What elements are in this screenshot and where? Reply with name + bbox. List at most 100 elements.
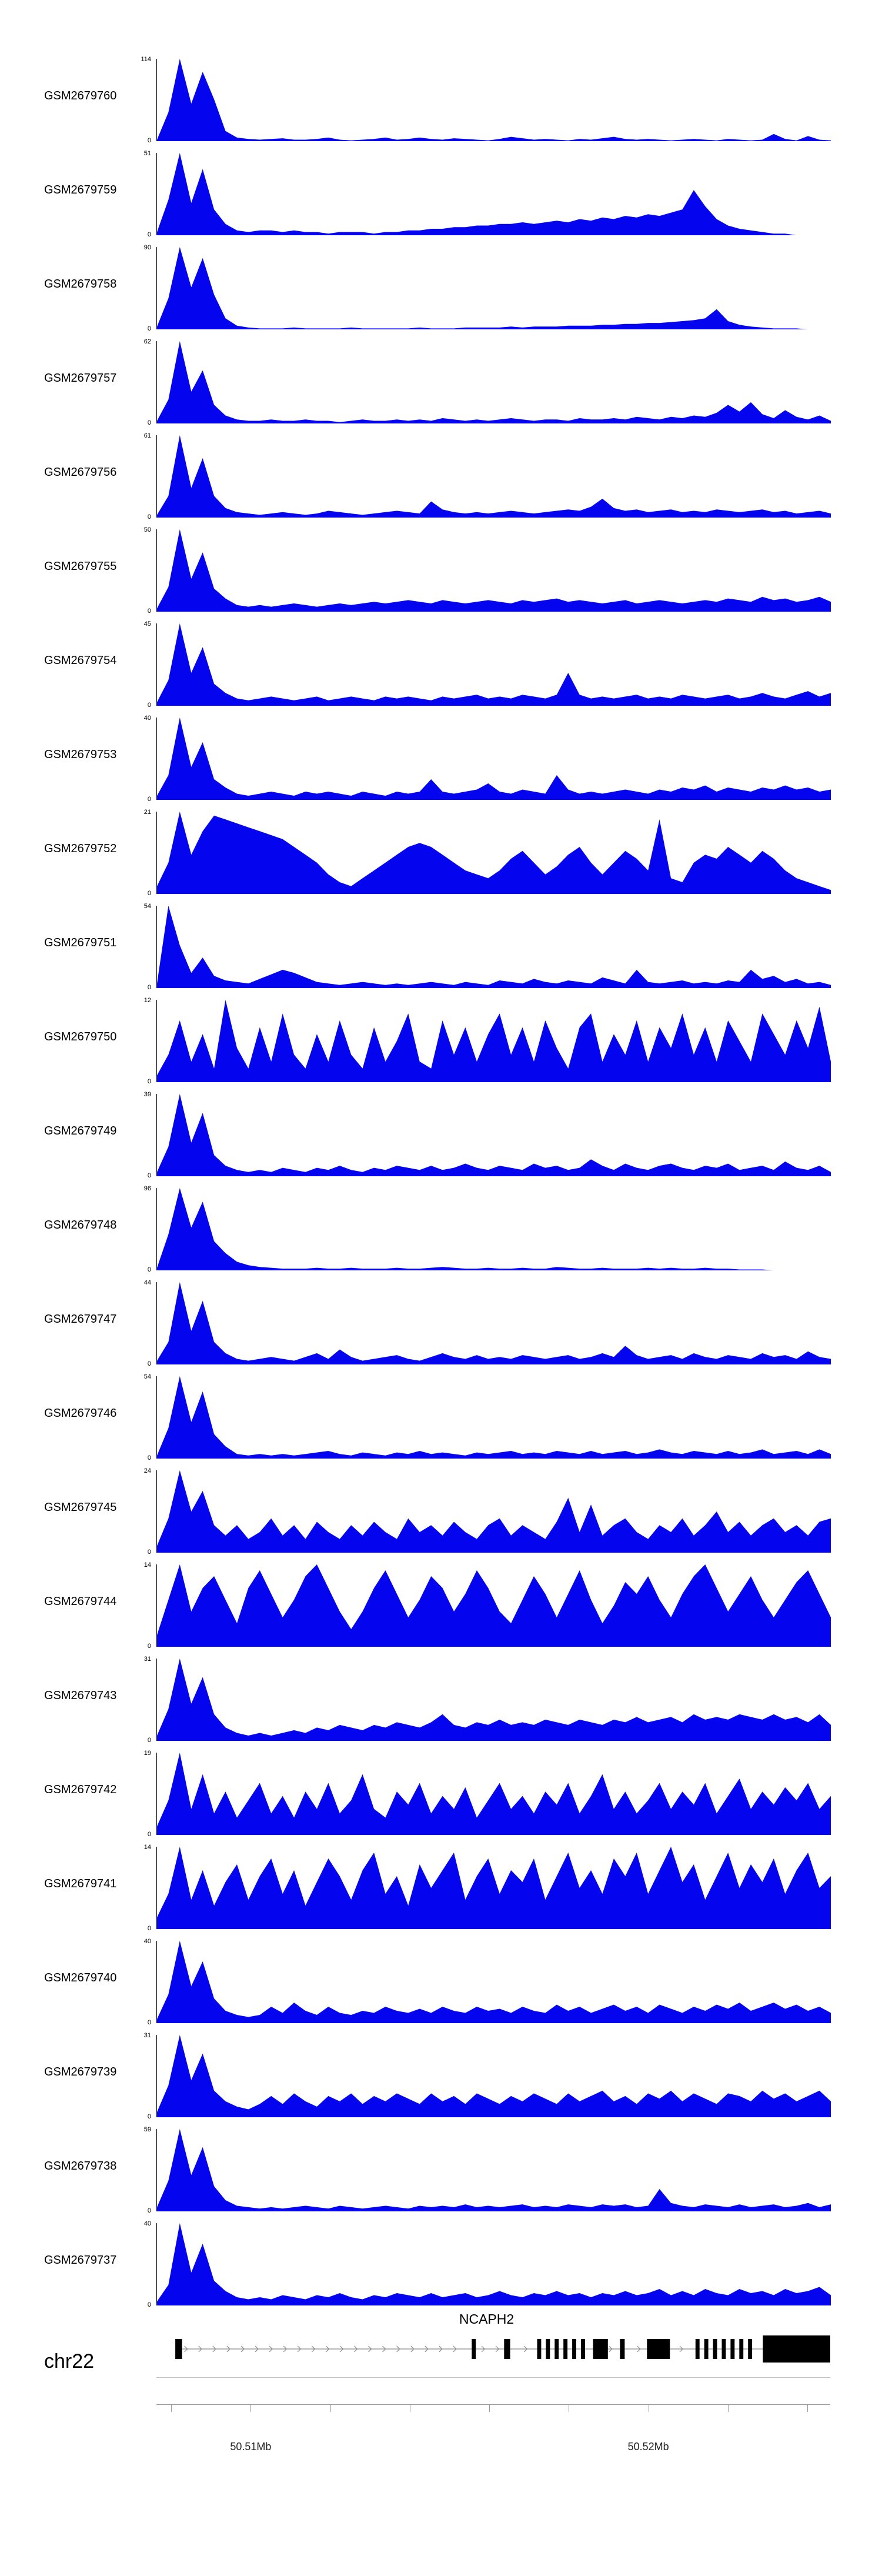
strand-arrow-icon xyxy=(368,2345,372,2353)
strand-arrow-icon xyxy=(396,2345,400,2353)
track-y-axis: 54 0 xyxy=(121,903,153,991)
track-ymax-label: 114 xyxy=(141,56,151,63)
coverage-area xyxy=(157,59,831,141)
coordinate-ruler: 50.51Mb 50.52Mb xyxy=(156,2404,830,2469)
ruler-axis-line xyxy=(156,2404,830,2405)
coverage-tracks: GSM2679760 114 0 GSM2679759 51 0 GSM2679… xyxy=(0,53,882,2311)
track-y-axis: 12 0 xyxy=(121,997,153,1085)
sample-label: GSM2679749 xyxy=(44,1125,117,1137)
coverage-area-svg xyxy=(157,623,831,706)
track-y-axis: 51 0 xyxy=(121,150,153,238)
track-zero-label: 0 xyxy=(147,513,151,520)
sample-label: GSM2679748 xyxy=(44,1219,117,1232)
coverage-area-svg xyxy=(157,59,831,141)
coverage-track-row: GSM2679759 51 0 xyxy=(0,147,882,241)
track-ymax-label: 44 xyxy=(143,1279,151,1286)
track-y-axis: 19 0 xyxy=(121,1750,153,1838)
coverage-plot xyxy=(156,2129,831,2211)
track-y-axis: 50 0 xyxy=(121,526,153,615)
coverage-area xyxy=(157,1094,831,1176)
track-zero-label: 0 xyxy=(147,419,151,426)
strand-arrow-icon xyxy=(382,2345,386,2353)
coverage-area xyxy=(157,1376,831,1459)
coverage-track-row: GSM2679760 114 0 xyxy=(0,53,882,147)
strand-arrow-icon xyxy=(297,2345,302,2353)
ruler-tick xyxy=(489,2404,490,2412)
coverage-track-row: GSM2679742 19 0 xyxy=(0,1747,882,1841)
exon-block xyxy=(695,2339,700,2359)
track-ymax-label: 21 xyxy=(143,809,151,816)
track-zero-label: 0 xyxy=(147,796,151,803)
track-zero-label: 0 xyxy=(147,1266,151,1273)
coverage-area-svg xyxy=(157,1282,831,1364)
coverage-track-row: GSM2679741 14 0 xyxy=(0,1841,882,1935)
coverage-area xyxy=(157,435,831,518)
coverage-plot xyxy=(156,1753,831,1835)
exon-block xyxy=(730,2339,735,2359)
track-zero-label: 0 xyxy=(147,2113,151,2120)
coverage-track-row: GSM2679751 54 0 xyxy=(0,900,882,994)
sample-label: GSM2679741 xyxy=(44,1877,117,1890)
coverage-area xyxy=(157,1564,831,1647)
exon-block xyxy=(537,2339,542,2359)
exon-block xyxy=(546,2339,550,2359)
coverage-plot xyxy=(156,435,831,518)
exon-block xyxy=(472,2339,476,2359)
track-zero-label: 0 xyxy=(147,890,151,897)
coverage-track-row: GSM2679753 40 0 xyxy=(0,712,882,806)
track-zero-label: 0 xyxy=(147,1737,151,1744)
track-y-axis: 39 0 xyxy=(121,1091,153,1179)
coverage-area xyxy=(157,1470,831,1553)
coverage-track-row: GSM2679749 39 0 xyxy=(0,1088,882,1182)
coverage-plot xyxy=(156,2223,831,2305)
exon-block xyxy=(721,2339,726,2359)
track-ymax-label: 24 xyxy=(143,1467,151,1474)
coverage-plot xyxy=(156,153,831,235)
coverage-plot xyxy=(156,1094,831,1176)
sample-label: GSM2679747 xyxy=(44,1313,117,1326)
track-ymax-label: 14 xyxy=(143,1844,151,1851)
track-y-axis: 114 0 xyxy=(121,56,153,144)
track-ymax-label: 19 xyxy=(143,1750,151,1757)
sample-label: GSM2679739 xyxy=(44,2066,117,2078)
coverage-track-row: GSM2679756 61 0 xyxy=(0,429,882,523)
coverage-plot xyxy=(156,812,831,894)
track-zero-label: 0 xyxy=(147,1078,151,1085)
strand-arrow-icon xyxy=(198,2345,202,2353)
sample-label: GSM2679752 xyxy=(44,842,117,855)
sample-label: GSM2679737 xyxy=(44,2254,117,2267)
track-ymax-label: 40 xyxy=(143,1938,151,1945)
coverage-area xyxy=(157,1282,831,1364)
ruler-tick xyxy=(171,2404,172,2412)
sample-label: GSM2679746 xyxy=(44,1407,117,1420)
track-ymax-label: 62 xyxy=(143,338,151,345)
strand-arrow-icon xyxy=(495,2345,500,2353)
coverage-area-svg xyxy=(157,1753,831,1835)
coverage-area xyxy=(157,247,831,329)
coverage-area xyxy=(157,2035,831,2117)
exon-block xyxy=(504,2339,510,2359)
strand-arrow-icon xyxy=(523,2345,528,2353)
track-ymax-label: 45 xyxy=(143,620,151,628)
exon-block xyxy=(647,2339,670,2359)
track-zero-label: 0 xyxy=(147,2207,151,2214)
ruler-tick xyxy=(250,2404,252,2412)
track-ymax-label: 61 xyxy=(143,432,151,439)
coverage-track-row: GSM2679747 44 0 xyxy=(0,1276,882,1370)
track-ymax-label: 12 xyxy=(143,997,151,1004)
coverage-plot xyxy=(156,341,831,423)
coverage-plot xyxy=(156,1941,831,2023)
sample-label: GSM2679756 xyxy=(44,466,117,479)
sample-label: GSM2679759 xyxy=(44,183,117,196)
coverage-plot xyxy=(156,1188,831,1270)
track-y-axis: 14 0 xyxy=(121,1844,153,1932)
coverage-area-svg xyxy=(157,1000,831,1082)
track-ymax-label: 14 xyxy=(143,1561,151,1569)
track-zero-label: 0 xyxy=(147,137,151,144)
track-ymax-label: 31 xyxy=(143,2032,151,2039)
strand-arrow-icon xyxy=(226,2345,230,2353)
sample-label: GSM2679744 xyxy=(44,1595,117,1608)
coverage-area-svg xyxy=(157,718,831,800)
coverage-area xyxy=(157,2129,831,2211)
track-zero-label: 0 xyxy=(147,1172,151,1179)
